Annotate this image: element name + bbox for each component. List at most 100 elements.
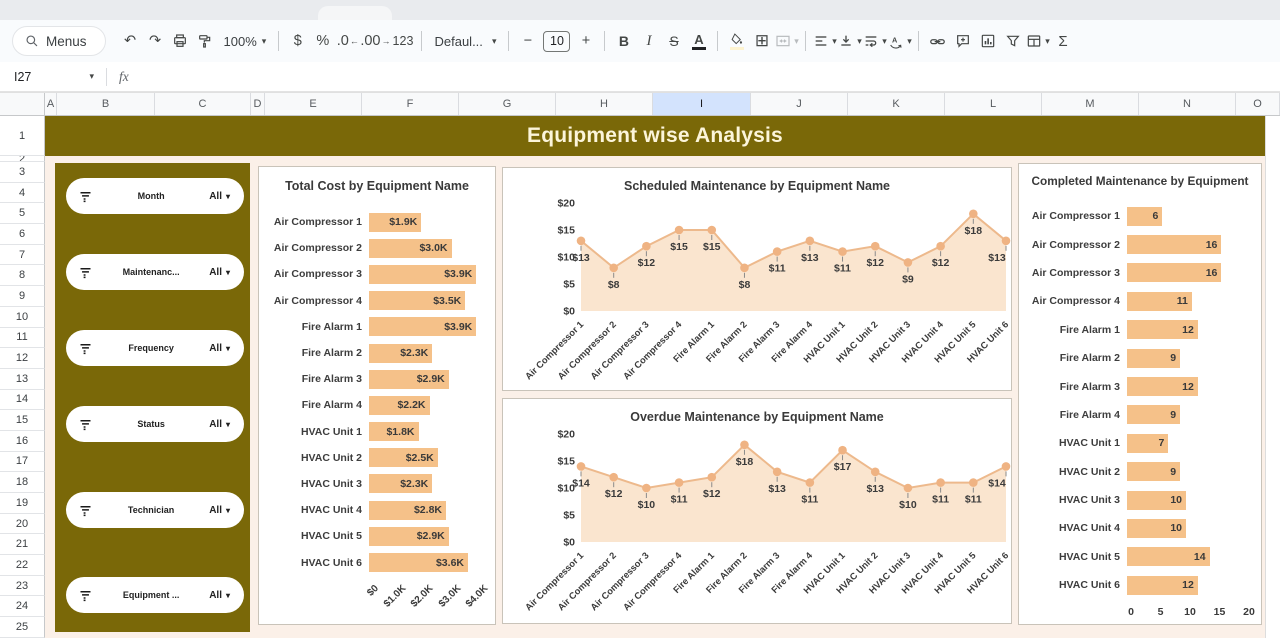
column-header-N[interactable]: N — [1139, 93, 1236, 115]
filter-value-dropdown[interactable]: All ▾ — [209, 191, 230, 202]
column-header-A[interactable]: A — [45, 93, 57, 115]
filter-value-dropdown[interactable]: All ▾ — [209, 505, 230, 516]
filter-value-dropdown[interactable]: All ▾ — [209, 343, 230, 354]
increase-font-size-button[interactable]: + — [573, 28, 598, 54]
column-header-H[interactable]: H — [556, 93, 653, 115]
percent-format-button[interactable]: % — [310, 28, 335, 54]
column-header-M[interactable]: M — [1042, 93, 1139, 115]
row-header-12[interactable]: 12 — [0, 348, 45, 369]
row-header-15[interactable]: 15 — [0, 410, 45, 431]
column-header-J[interactable]: J — [751, 93, 848, 115]
row-header-21[interactable]: 21 — [0, 534, 45, 556]
row-header-14[interactable]: 14 — [0, 389, 45, 411]
row-header-4[interactable]: 4 — [0, 182, 45, 204]
column-header-I[interactable]: I — [653, 93, 751, 115]
column-header-G[interactable]: G — [459, 93, 556, 115]
undo-button[interactable]: ↶ — [118, 28, 143, 54]
italic-button[interactable]: I — [636, 28, 661, 54]
row-header-10[interactable]: 10 — [0, 306, 45, 328]
row-header-13[interactable]: 13 — [0, 368, 45, 390]
text-rotation-button[interactable]: A ▾ — [887, 28, 912, 54]
column-header-F[interactable]: F — [362, 93, 459, 115]
filter-pill-equipment[interactable]: Equipment ... All ▾ — [66, 577, 244, 613]
column-header-O[interactable]: O — [1236, 93, 1280, 115]
paint-format-button[interactable] — [193, 28, 218, 54]
column-header-E[interactable]: E — [265, 93, 362, 115]
vertical-align-button[interactable]: ▾ — [837, 28, 862, 54]
row-header-17[interactable]: 17 — [0, 451, 45, 473]
bar-value-label: $2.9K — [416, 373, 445, 386]
insert-comment-button[interactable] — [950, 28, 975, 54]
increase-decimals-button[interactable]: .00 → — [360, 28, 390, 54]
currency-format-button[interactable]: $ — [285, 28, 310, 54]
browser-tab[interactable] — [318, 6, 392, 20]
row-header-5[interactable]: 5 — [0, 203, 45, 225]
row-header-2[interactable]: 2 — [0, 156, 45, 162]
row-header-7[interactable]: 7 — [0, 244, 45, 266]
filter-value-dropdown[interactable]: All ▾ — [209, 590, 230, 601]
more-formats-button[interactable]: 123 — [390, 28, 415, 54]
zoom-control[interactable]: 100% ▾ — [218, 34, 273, 49]
column-header-K[interactable]: K — [848, 93, 945, 115]
row-header-16[interactable]: 16 — [0, 430, 45, 452]
row-header-9[interactable]: 9 — [0, 286, 45, 307]
bold-button[interactable]: B — [611, 28, 636, 54]
select-all-corner[interactable] — [0, 93, 45, 115]
filter-pill-status[interactable]: Status All ▾ — [66, 406, 244, 442]
bar-row: Air Compressor 2 16 — [1027, 230, 1257, 258]
create-filter-button[interactable] — [1000, 28, 1025, 54]
row-header-6[interactable]: 6 — [0, 224, 45, 245]
cell-reference: I27 — [14, 69, 32, 84]
merge-cells-button[interactable]: ▾ — [774, 28, 799, 54]
filter-pill-maintenanc[interactable]: Maintenanc... All ▾ — [66, 254, 244, 290]
row-header-18[interactable]: 18 — [0, 472, 45, 493]
functions-button[interactable]: Σ — [1050, 28, 1075, 54]
column-header-C[interactable]: C — [155, 93, 251, 115]
table-views-button[interactable]: ▾ — [1025, 28, 1050, 54]
text-color-button[interactable]: A — [686, 28, 711, 54]
overdue-maintenance-chart[interactable]: Overdue Maintenance by Equipment Name $0 $… — [502, 398, 1012, 624]
decrease-font-size-button[interactable]: − — [515, 28, 540, 54]
row-header-1[interactable]: 1 — [0, 116, 45, 156]
row-header-8[interactable]: 8 — [0, 265, 45, 287]
row-header-11[interactable]: 11 — [0, 327, 45, 349]
redo-button[interactable]: ↷ — [143, 28, 168, 54]
category-label: Air Compressor 3 — [1031, 266, 1120, 279]
row-header-23[interactable]: 23 — [0, 575, 45, 597]
fill-color-button[interactable] — [724, 28, 749, 54]
column-header-D[interactable]: D — [251, 93, 265, 115]
horizontal-align-button[interactable]: ▾ — [812, 28, 837, 54]
row-header-24[interactable]: 24 — [0, 596, 45, 618]
column-header-L[interactable]: L — [945, 93, 1042, 115]
row-header-20[interactable]: 20 — [0, 513, 45, 535]
insert-chart-button[interactable] — [975, 28, 1000, 54]
row-header-22[interactable]: 22 — [0, 555, 45, 576]
insert-link-button[interactable] — [925, 28, 950, 54]
total-cost-chart[interactable]: Total Cost by Equipment Name Air Compress… — [258, 166, 496, 625]
completed-maintenance-chart[interactable]: Completed Maintenance by Equipment Air Co… — [1018, 163, 1262, 625]
row-header-3[interactable]: 3 — [0, 162, 45, 183]
row-header-25[interactable]: 25 — [0, 617, 45, 638]
borders-button[interactable]: ⊞ — [749, 28, 774, 54]
print-button[interactable] — [168, 28, 193, 54]
strikethrough-button[interactable]: S — [661, 28, 686, 54]
bar: $3.0K — [369, 238, 452, 258]
filter-pill-technician[interactable]: Technician All ▾ — [66, 492, 244, 528]
dashboard-area: Equipment wise Analysis Month All ▾ Mainten… — [45, 116, 1266, 638]
text-wrap-button[interactable]: ▾ — [862, 28, 887, 54]
menus-button[interactable]: Menus — [12, 26, 106, 56]
decrease-decimals-button[interactable]: .0 ← — [335, 28, 360, 54]
filter-pill-frequency[interactable]: Frequency All ▾ — [66, 330, 244, 366]
filter-lines-icon — [80, 343, 91, 354]
filter-value-dropdown[interactable]: All ▾ — [209, 267, 230, 278]
formula-input[interactable] — [129, 62, 1280, 91]
font-size-input[interactable]: 10 — [543, 30, 571, 52]
divider — [805, 31, 807, 51]
column-header-B[interactable]: B — [57, 93, 155, 115]
font-family-select[interactable]: Defaul... ▾ — [428, 34, 502, 49]
filter-pill-month[interactable]: Month All ▾ — [66, 178, 244, 214]
filter-value-dropdown[interactable]: All ▾ — [209, 419, 230, 430]
scheduled-maintenance-chart[interactable]: Scheduled Maintenance by Equipment Name $… — [502, 167, 1012, 391]
name-box[interactable]: I27 ▾ — [14, 70, 94, 84]
row-header-19[interactable]: 19 — [0, 493, 45, 514]
